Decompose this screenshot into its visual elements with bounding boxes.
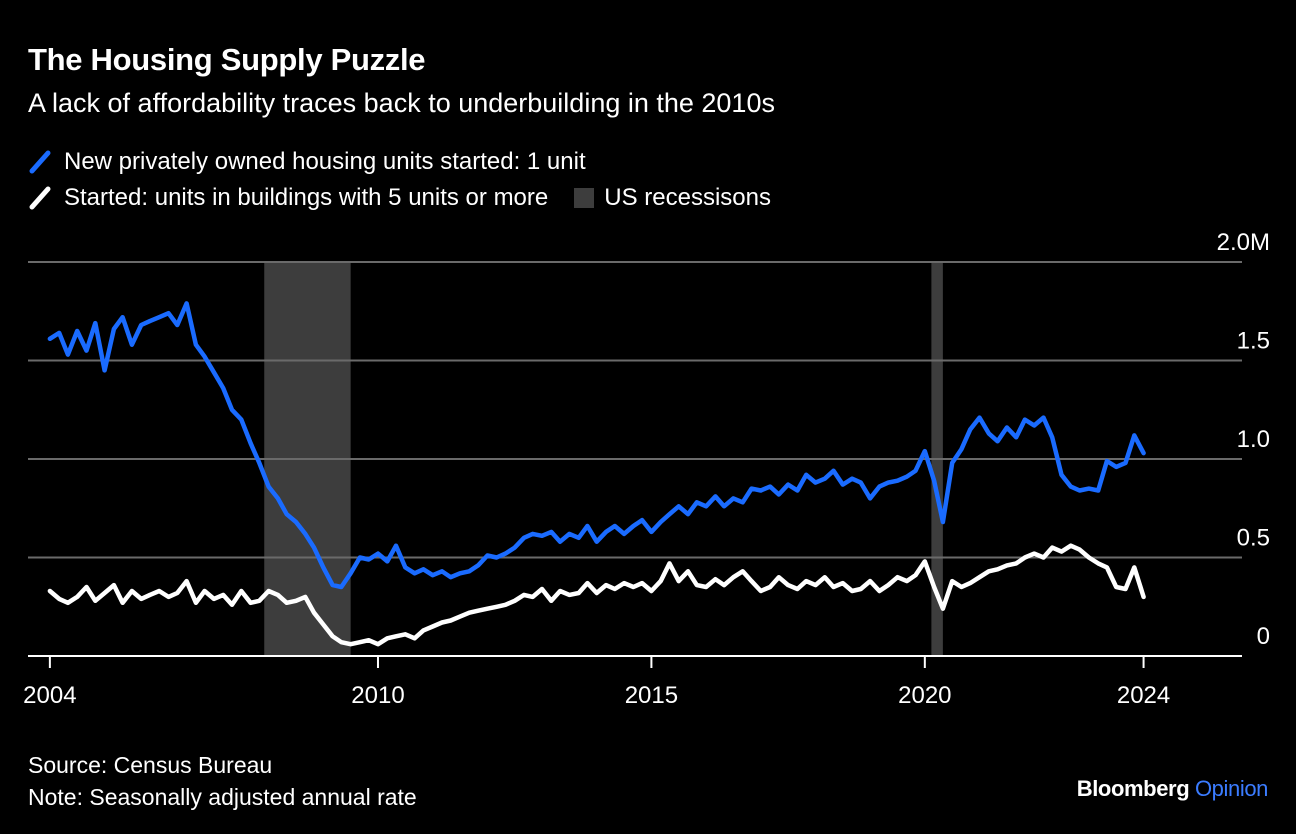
legend-slash-white-icon — [29, 186, 51, 210]
y-tick-label-3: 1.5 — [1237, 328, 1270, 355]
x-tick-label-4: 2024 — [1117, 682, 1170, 709]
series-line-multi-unit — [47, 543, 1146, 647]
y-tick-label-2: 1.0 — [1237, 426, 1270, 453]
x-axis: 2004 2010 2015 2020 2024 — [23, 655, 1242, 709]
y-tick-label-0: 0 — [1257, 623, 1270, 650]
chart-title: The Housing Supply Puzzle — [28, 42, 426, 77]
brand-name: Bloomberg — [1076, 776, 1190, 801]
x-tick-label-1: 2010 — [351, 682, 404, 709]
legend-label-recession: US recessisons — [604, 184, 771, 211]
legend-item-multi-unit: Started: units in buildings with 5 units… — [28, 184, 548, 212]
source-note: Source: Census Bureau — [28, 752, 273, 778]
legend-row-1: New privately owned housing units starte… — [28, 148, 612, 176]
x-tick-label-0: 2004 — [23, 682, 76, 709]
series-lines — [47, 301, 1146, 647]
legend-label-single-unit: New privately owned housing units starte… — [64, 148, 586, 175]
brand-logo: Bloomberg Opinion — [1076, 776, 1269, 802]
gridlines — [28, 261, 1242, 559]
x-tick-label-2: 2015 — [625, 682, 678, 709]
legend-row-2: Started: units in buildings with 5 units… — [28, 184, 797, 212]
legend-item-recession: US recessisons — [574, 184, 771, 212]
legend-recession-swatch — [574, 188, 595, 208]
chart-subtitle: A lack of affordability traces back to u… — [28, 88, 775, 118]
series-line-single-unit — [47, 301, 1146, 590]
legend-slash-blue-icon — [29, 150, 51, 174]
legend-item-single-unit: New privately owned housing units starte… — [28, 148, 586, 176]
brand-suffix: Opinion — [1194, 776, 1268, 801]
footnote: Note: Seasonally adjusted annual rate — [28, 784, 417, 810]
x-tick-label-3: 2020 — [898, 682, 951, 709]
y-tick-label-4: 2.0M — [1217, 229, 1270, 256]
y-axis-labels: 0 0.5 1.0 1.5 2.0M — [1217, 229, 1270, 650]
legend-label-multi-unit: Started: units in buildings with 5 units… — [64, 184, 549, 211]
y-tick-label-1: 0.5 — [1237, 525, 1270, 552]
